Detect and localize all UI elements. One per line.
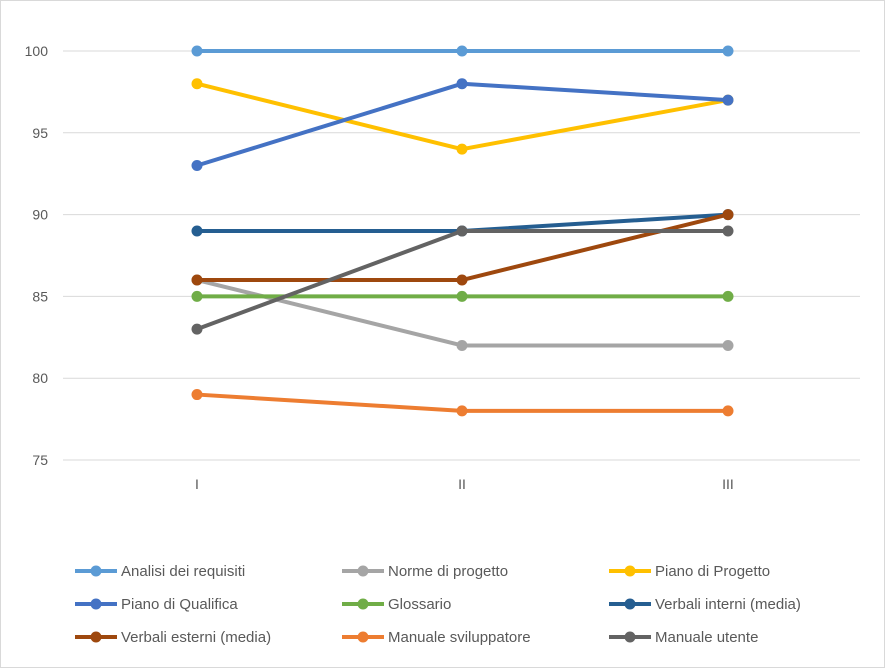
gridlines <box>63 50 860 461</box>
series-7 <box>191 389 734 417</box>
x-axis-tick-labels: I II III <box>195 476 734 492</box>
series-3 <box>191 78 734 172</box>
legend-item: Analisi dei requisiti <box>75 563 245 580</box>
legend-label: Piano di Qualifica <box>121 596 238 613</box>
legend-swatch-marker <box>624 598 636 610</box>
data-point <box>456 45 468 57</box>
legend-item: Piano di Progetto <box>609 563 770 580</box>
y-tick-label: 95 <box>32 125 48 141</box>
data-point <box>191 290 203 302</box>
y-axis-tick-labels: 75 80 85 90 95 100 <box>25 43 49 468</box>
data-point <box>722 405 734 417</box>
legend: Analisi dei requisiti Norme di progetto Pi… <box>75 563 801 646</box>
legend-label: Manuale utente <box>655 629 758 646</box>
y-tick-label: 80 <box>32 370 48 386</box>
data-point <box>191 323 203 335</box>
legend-label: Verbali interni (media) <box>655 596 801 613</box>
legend-item: Norme di progetto <box>342 563 508 580</box>
series-1 <box>191 274 734 351</box>
data-point <box>191 45 203 57</box>
x-tick-label: I <box>195 476 199 492</box>
legend-swatch-marker <box>90 631 102 643</box>
data-point <box>722 45 734 57</box>
legend-swatch-marker <box>624 565 636 577</box>
data-point <box>722 94 734 106</box>
legend-swatch-marker <box>90 565 102 577</box>
data-point <box>456 290 468 302</box>
data-point <box>456 225 468 237</box>
legend-label: Manuale sviluppatore <box>388 629 531 646</box>
legend-item: Glossario <box>342 596 451 613</box>
data-point <box>456 78 468 90</box>
legend-swatch-marker <box>357 565 369 577</box>
legend-item: Manuale utente <box>609 629 758 646</box>
data-point <box>456 339 468 351</box>
legend-label: Glossario <box>388 596 451 613</box>
y-tick-label: 90 <box>32 207 48 223</box>
data-point <box>456 143 468 155</box>
data-point <box>456 405 468 417</box>
legend-label: Analisi dei requisiti <box>121 563 245 580</box>
legend-item: Verbali interni (media) <box>609 596 801 613</box>
data-point <box>722 290 734 302</box>
series-line <box>195 278 730 348</box>
data-point <box>191 274 203 286</box>
legend-swatch-marker <box>90 598 102 610</box>
legend-swatch-marker <box>624 631 636 643</box>
legend-swatch-marker <box>357 631 369 643</box>
y-tick-label: 100 <box>25 43 49 59</box>
series-8 <box>191 225 734 335</box>
legend-item: Verbali esterni (media) <box>75 629 271 646</box>
legend-label: Verbali esterni (media) <box>121 629 271 646</box>
legend-item: Piano di Qualifica <box>75 596 238 613</box>
data-point <box>191 389 203 401</box>
legend-label: Piano di Progetto <box>655 563 770 580</box>
series-0 <box>191 45 734 57</box>
legend-label: Norme di progetto <box>388 563 508 580</box>
legend-swatch-marker <box>357 598 369 610</box>
data-point <box>722 209 734 221</box>
y-tick-label: 85 <box>32 288 48 304</box>
series-6 <box>191 209 734 286</box>
data-point <box>191 78 203 90</box>
x-tick-label: III <box>722 476 734 492</box>
data-point <box>191 160 203 172</box>
data-point <box>456 274 468 286</box>
y-tick-label: 75 <box>32 452 48 468</box>
data-point <box>722 339 734 351</box>
data-point <box>722 225 734 237</box>
series-line <box>195 212 730 283</box>
legend-item: Manuale sviluppatore <box>342 629 531 646</box>
series-group <box>191 45 734 417</box>
x-tick-label: II <box>458 476 466 492</box>
data-point <box>191 225 203 237</box>
